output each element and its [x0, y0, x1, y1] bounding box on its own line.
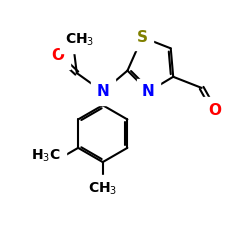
Text: CH$_3$: CH$_3$: [65, 32, 95, 48]
Text: S: S: [137, 30, 148, 45]
Text: CH$_3$: CH$_3$: [88, 180, 118, 197]
Text: H$_3$C: H$_3$C: [31, 148, 60, 164]
Text: O: O: [208, 103, 221, 118]
Text: N: N: [96, 84, 109, 99]
Text: O: O: [51, 48, 64, 63]
Text: N: N: [142, 84, 155, 99]
